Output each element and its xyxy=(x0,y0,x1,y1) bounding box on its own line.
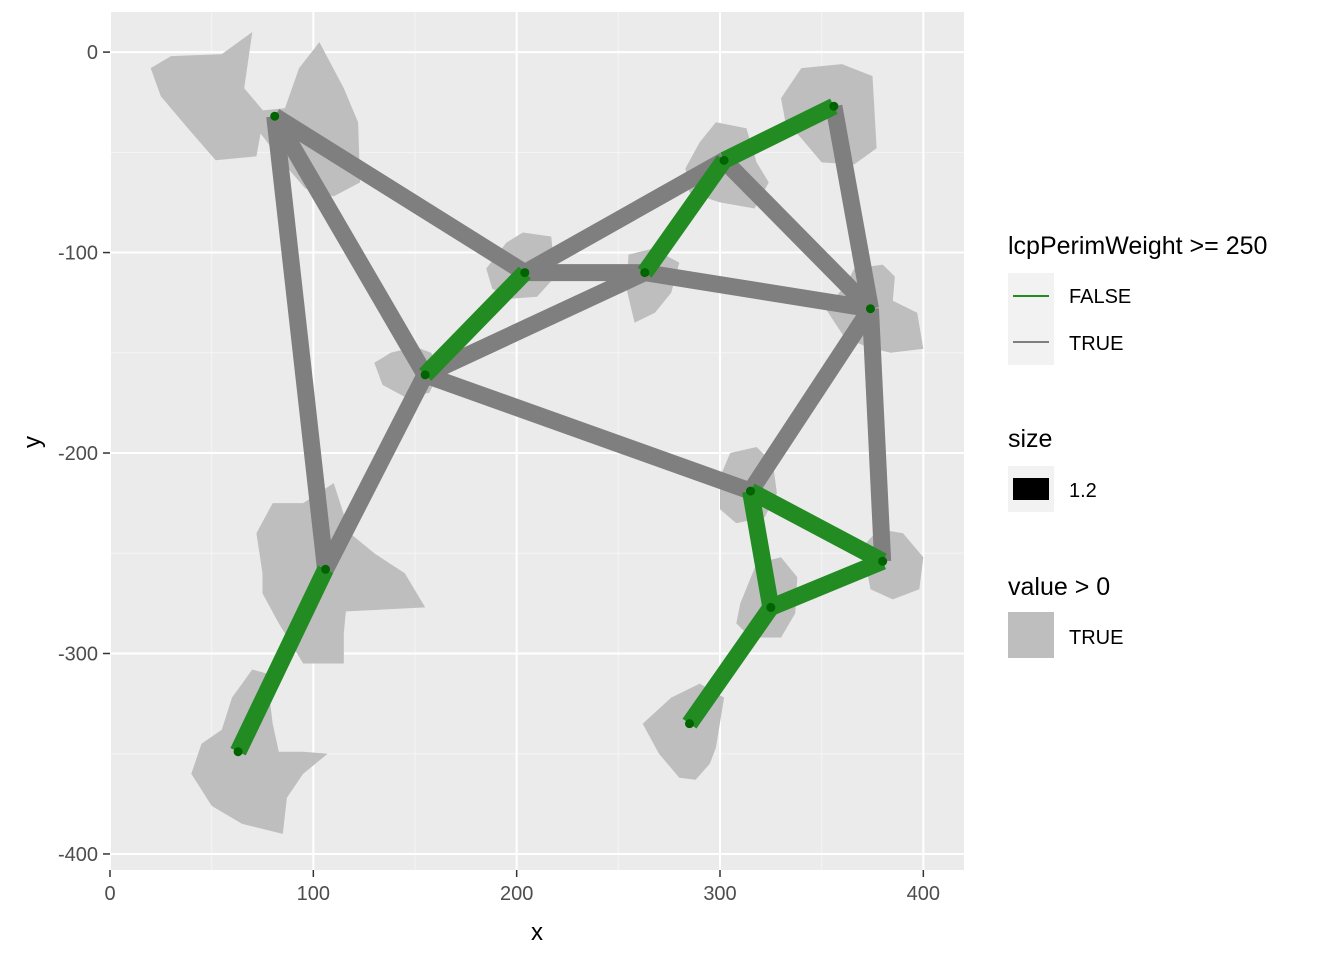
edge-false xyxy=(742,489,780,609)
node-points xyxy=(233,101,888,757)
edge-true xyxy=(317,370,433,574)
legend-size: size 1.2 xyxy=(1008,425,1097,512)
legend-lcp-title: lcpPerimWeight >= 250 xyxy=(1008,232,1267,260)
legend-value: value > 0 TRUE xyxy=(1008,573,1123,658)
x-tick-labels: 0 100 200 300 400 xyxy=(104,883,940,905)
legend-size-title: size xyxy=(1008,425,1052,453)
node-point xyxy=(640,268,650,278)
edge-true xyxy=(743,304,878,496)
x-tick-label: 200 xyxy=(500,883,533,905)
edge-true xyxy=(718,154,877,315)
edge-true xyxy=(861,308,892,562)
habitat-patch xyxy=(191,669,328,834)
edge-false xyxy=(637,155,732,278)
edges-false xyxy=(230,98,887,756)
legend-label-false: FALSE xyxy=(1069,286,1131,308)
node-point xyxy=(233,747,243,757)
edge-false xyxy=(720,98,838,168)
y-axis-title: y xyxy=(19,436,46,448)
edge-false xyxy=(746,483,887,569)
y-tick-label: -100 xyxy=(58,243,98,265)
edge-false xyxy=(767,553,886,616)
edge-false xyxy=(419,266,531,381)
edge-true xyxy=(270,109,530,280)
legend-size-key xyxy=(1013,478,1049,500)
edge-false xyxy=(230,565,334,756)
edge-true xyxy=(520,152,729,281)
major-gridlines xyxy=(109,12,964,870)
edge-true xyxy=(267,111,433,380)
node-point xyxy=(878,556,888,566)
legend-size-label: 1.2 xyxy=(1069,480,1097,502)
legend-value-label: TRUE xyxy=(1069,627,1123,649)
y-tick-labels: 0 -100 -200 -300 -400 xyxy=(58,42,98,866)
axis-ticks xyxy=(103,51,925,877)
node-point xyxy=(865,304,875,314)
legend-label-true: TRUE xyxy=(1069,333,1123,355)
edge-true xyxy=(825,104,879,311)
x-tick-label: 300 xyxy=(703,883,736,905)
y-tick-label: -400 xyxy=(58,844,98,866)
node-point xyxy=(420,370,430,380)
node-point xyxy=(270,111,280,121)
legend-value-title: value > 0 xyxy=(1008,573,1110,601)
x-tick-label: 0 xyxy=(104,883,115,905)
node-point xyxy=(766,602,776,612)
legend-lcp: lcpPerimWeight >= 250 FALSE TRUE xyxy=(1008,232,1267,365)
y-tick-label: -200 xyxy=(58,443,98,465)
x-axis-title: x xyxy=(531,919,543,946)
edge-true xyxy=(643,264,872,318)
habitat-patch xyxy=(150,32,265,161)
node-point xyxy=(685,719,694,729)
y-tick-label: -300 xyxy=(58,643,98,665)
node-point xyxy=(719,155,729,165)
node-point xyxy=(746,486,755,496)
edge-false xyxy=(682,602,778,729)
node-point xyxy=(520,268,530,278)
edge-true xyxy=(422,366,754,500)
legend-value-key xyxy=(1008,612,1054,658)
edge-true xyxy=(421,264,649,383)
edges-true xyxy=(266,104,892,574)
node-point xyxy=(829,101,839,111)
node-point xyxy=(321,564,331,574)
x-tick-label: 100 xyxy=(297,883,330,905)
x-tick-label: 400 xyxy=(907,883,940,905)
y-tick-label: 0 xyxy=(87,42,98,64)
edge-true xyxy=(266,115,334,571)
